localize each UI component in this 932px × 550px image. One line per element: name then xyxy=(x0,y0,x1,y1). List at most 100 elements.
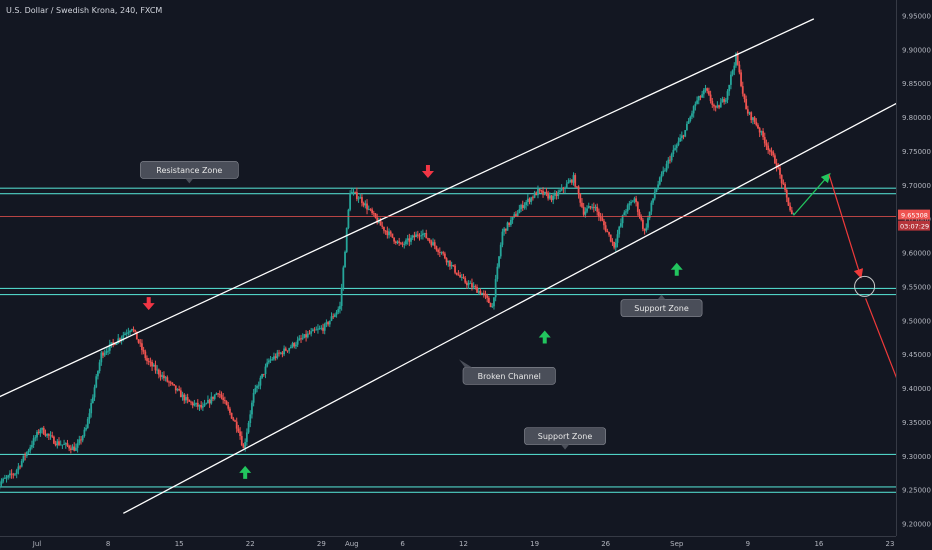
candle-body xyxy=(586,208,588,212)
x-tick-label: 23 xyxy=(886,540,895,548)
candle-body xyxy=(261,373,263,378)
candle-body xyxy=(225,401,228,406)
candle-body xyxy=(159,374,162,377)
candle-body xyxy=(635,198,638,203)
countdown-badge xyxy=(898,220,930,231)
candle-body xyxy=(509,219,512,225)
candle-body xyxy=(234,420,236,422)
candle-body xyxy=(792,213,795,215)
candle-body xyxy=(503,228,506,232)
candle-body xyxy=(741,86,744,94)
x-tick-label: 12 xyxy=(459,540,468,548)
candle-body xyxy=(93,387,96,398)
candle-body xyxy=(457,274,460,276)
candle-body xyxy=(401,243,404,245)
candle-body xyxy=(213,394,216,399)
candle-body xyxy=(141,343,143,351)
candle-body xyxy=(608,232,610,235)
candle-body xyxy=(130,329,133,331)
candle-body xyxy=(440,252,443,254)
candle-body xyxy=(779,167,781,175)
candle-body xyxy=(81,436,84,441)
y-tick-label: 9.35000 xyxy=(902,419,931,427)
candle-body xyxy=(455,272,458,275)
candle-body xyxy=(369,208,372,210)
candle-body xyxy=(736,53,739,65)
candle-body xyxy=(591,207,594,208)
candle-body xyxy=(366,203,368,210)
candle-body xyxy=(247,423,250,433)
candle-body xyxy=(168,381,170,383)
candle-body xyxy=(481,293,484,295)
candle-body xyxy=(146,358,148,361)
candle-body xyxy=(305,334,308,338)
candle-body xyxy=(533,192,536,198)
candle-body xyxy=(718,105,720,108)
x-tick-label: 6 xyxy=(400,540,405,548)
candle-body xyxy=(459,275,462,278)
x-tick-label: 16 xyxy=(814,540,823,548)
candle-body xyxy=(721,99,724,103)
candle-body xyxy=(359,197,362,199)
candle-body xyxy=(31,444,33,448)
candle-body xyxy=(350,191,353,194)
candle-body xyxy=(471,283,473,288)
candle-body xyxy=(526,198,529,203)
candle-body xyxy=(406,238,409,241)
candle-body xyxy=(271,359,274,361)
candle-body xyxy=(63,444,65,446)
candle-body xyxy=(672,149,675,155)
x-tick-label: 22 xyxy=(246,540,255,548)
y-tick-label: 9.75000 xyxy=(902,148,931,156)
candle-body xyxy=(487,297,490,304)
candle-body xyxy=(237,428,240,432)
candle-body xyxy=(398,241,401,243)
candle-body xyxy=(313,329,316,331)
candle-body xyxy=(692,106,695,114)
candle-body xyxy=(691,113,693,117)
candle-body xyxy=(425,233,428,239)
candle-body xyxy=(274,356,277,358)
candle-body xyxy=(330,316,333,321)
candle-body xyxy=(772,151,775,156)
candle-body xyxy=(760,131,763,133)
candle-body xyxy=(388,231,390,236)
candle-body xyxy=(32,438,35,445)
candle-body xyxy=(403,244,406,245)
candle-body xyxy=(142,350,145,352)
candle-body xyxy=(298,338,301,341)
projection-up-arrow xyxy=(793,172,831,216)
candle-body xyxy=(499,244,502,257)
candle-body xyxy=(435,246,438,250)
candle-body xyxy=(124,333,126,336)
y-tick-label: 9.45000 xyxy=(902,351,931,359)
candle-body xyxy=(567,182,570,184)
candle-body xyxy=(655,188,658,192)
candle-body xyxy=(652,198,654,203)
candle-body xyxy=(188,399,191,402)
annotation-text: Support Zone xyxy=(538,432,593,441)
candle-body xyxy=(355,192,358,199)
candle-body xyxy=(669,159,671,161)
candle-body xyxy=(719,102,722,108)
candle-body xyxy=(83,429,86,437)
candle-body xyxy=(59,444,62,446)
candle-body xyxy=(115,343,118,345)
candle-body xyxy=(516,213,519,216)
candle-body xyxy=(207,399,209,404)
candle-body xyxy=(322,327,324,331)
candle-body xyxy=(523,205,526,208)
candle-body xyxy=(91,397,94,404)
candle-body xyxy=(774,155,776,164)
candle-body xyxy=(745,98,748,110)
y-tick-label: 9.55000 xyxy=(902,283,931,291)
candle-body xyxy=(418,235,421,237)
candle-body xyxy=(657,184,660,189)
candle-body xyxy=(662,170,665,175)
candle-body xyxy=(674,148,676,150)
candle-body xyxy=(149,361,152,363)
candle-body xyxy=(393,237,396,242)
candle-body xyxy=(765,143,768,146)
